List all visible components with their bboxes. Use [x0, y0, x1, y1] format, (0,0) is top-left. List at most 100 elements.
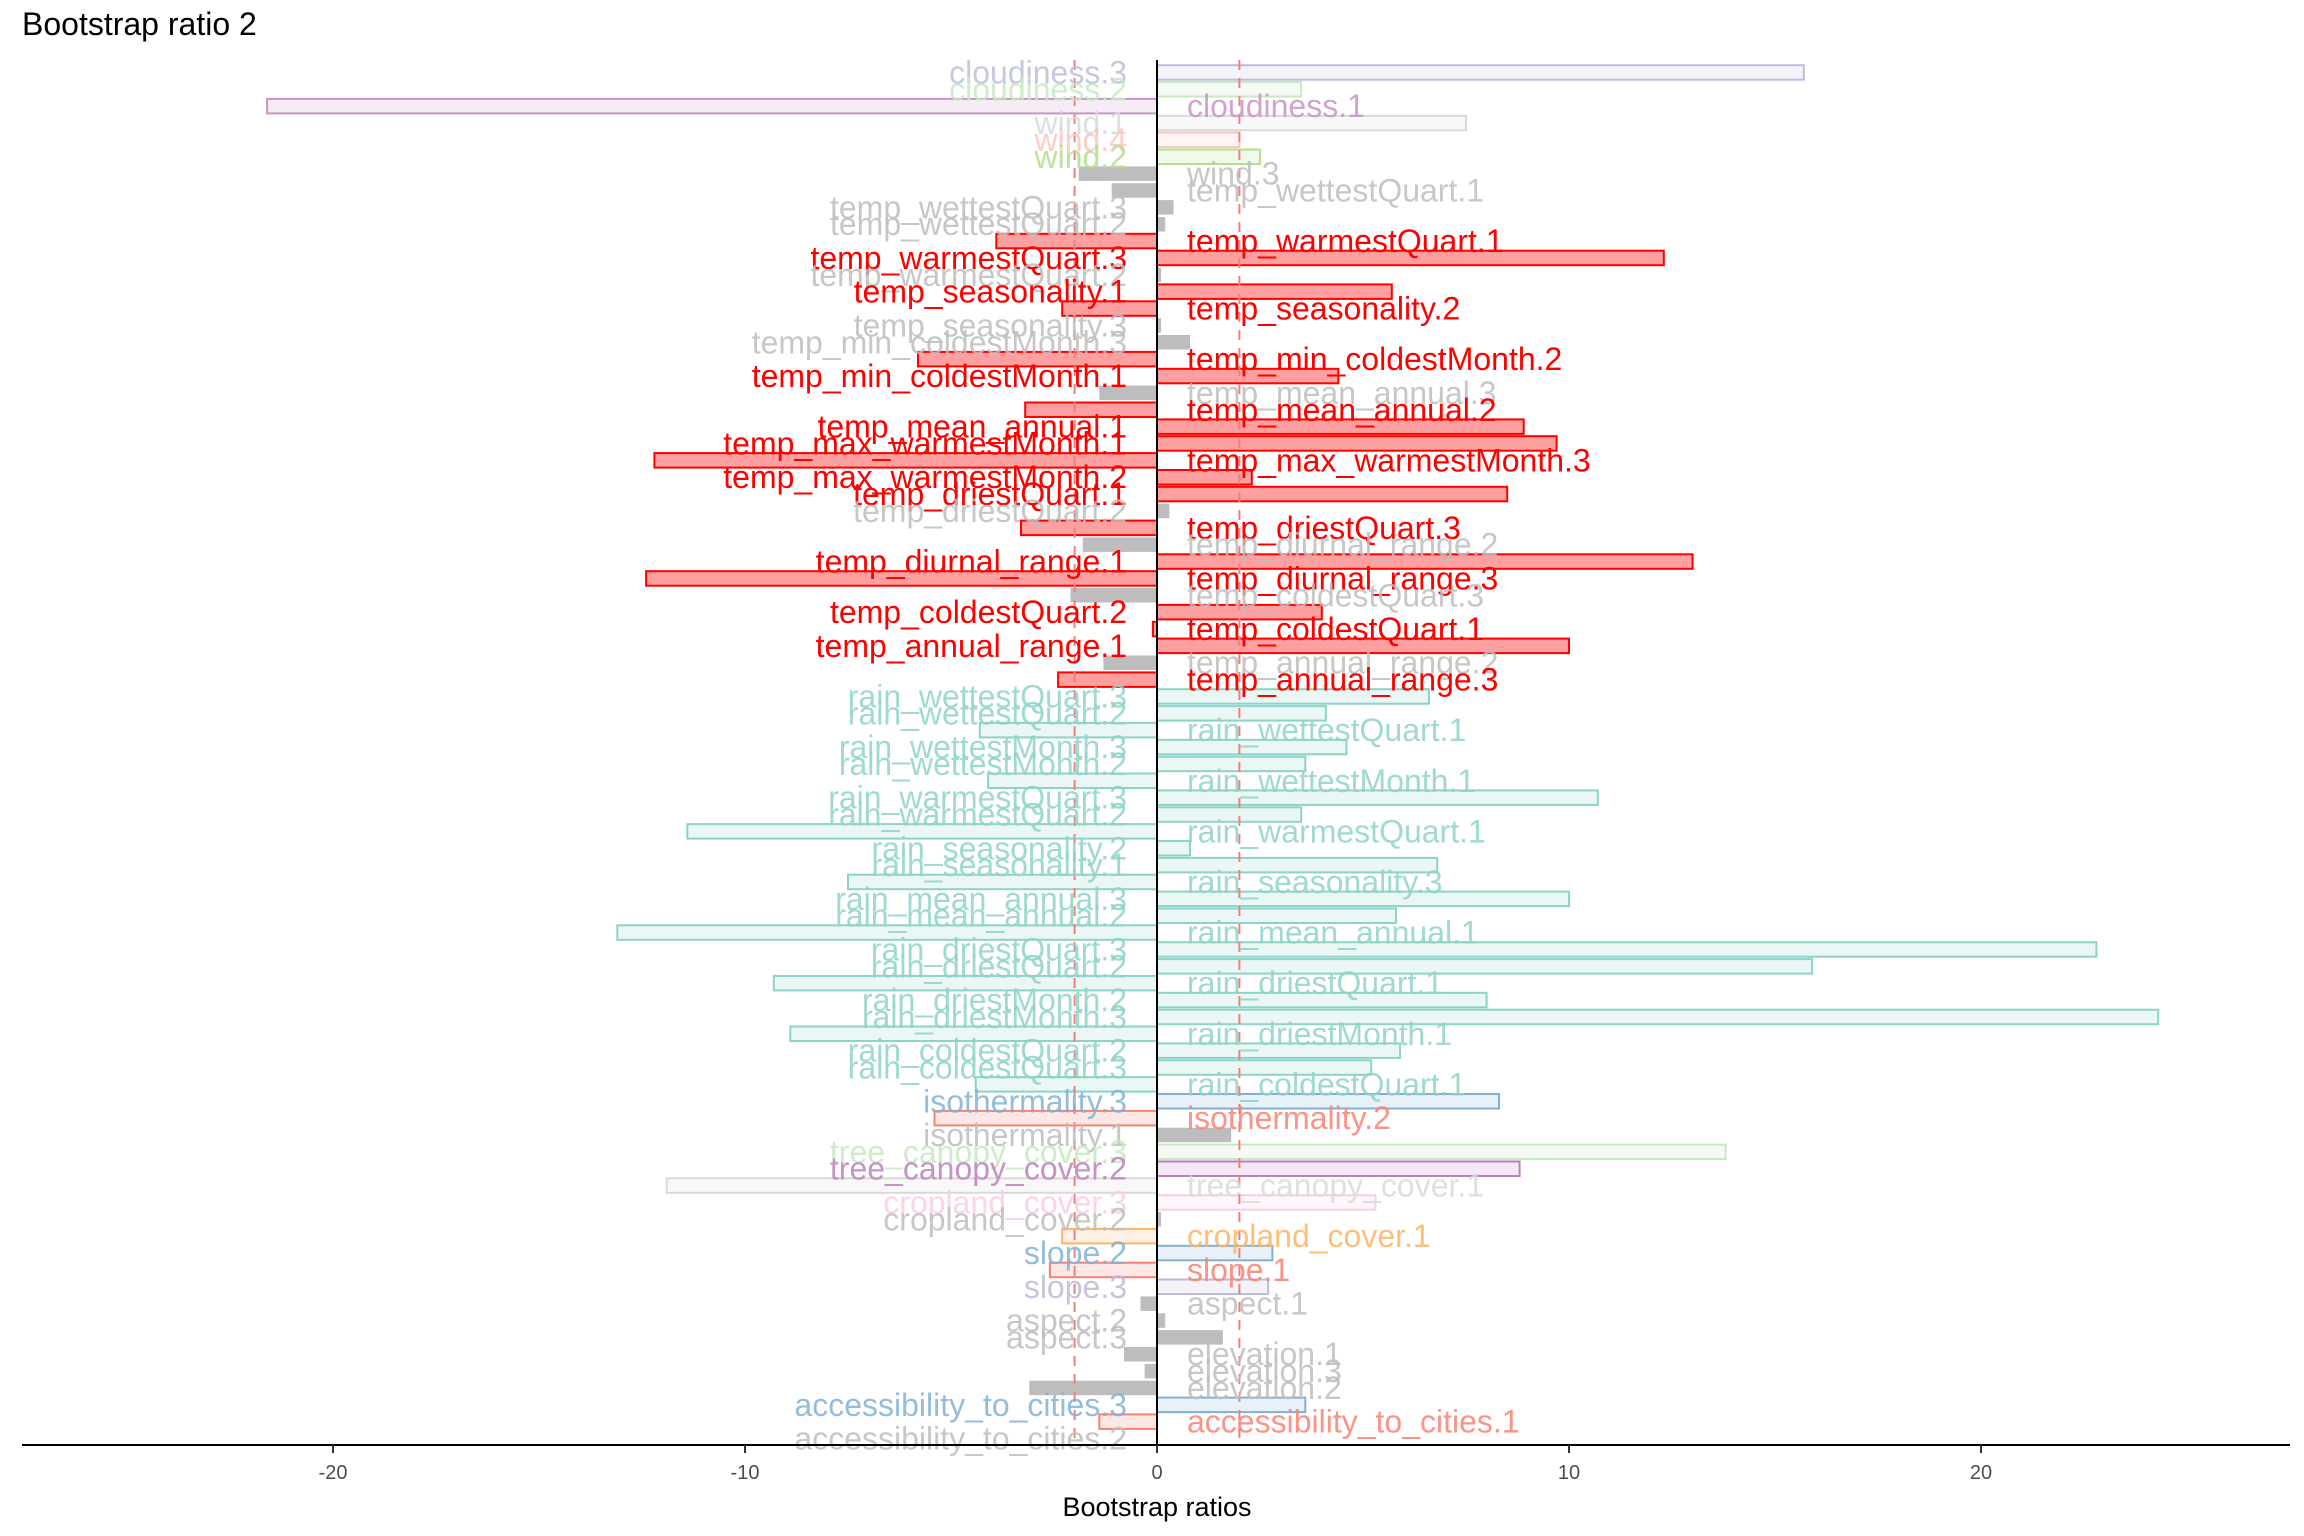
bar-label-rain_wettestQuart.1: rain_wettestQuart.1 [1187, 712, 1466, 748]
bar-label-tree_canopy_cover.1: tree_canopy_cover.1 [1187, 1168, 1484, 1204]
bar-label-temp_seasonality.2: temp_seasonality.2 [1187, 291, 1460, 327]
bar-label-wind.2: wind.2 [1034, 139, 1128, 175]
bar-cloudiness.3 [1156, 64, 1805, 81]
bar-label-aspect.1: aspect.1 [1187, 1286, 1308, 1322]
bar-label-temp_annual_range.2: temp_annual_range.2 [1187, 645, 1498, 681]
bar-label-isothermality.2: isothermality.2 [1187, 1100, 1391, 1136]
bar-label-rain_wettestQuart.2: rain_wettestQuart.2 [848, 695, 1127, 731]
x-tick-label: 20 [1970, 1462, 1992, 1484]
bar-label-cloudiness.2: cloudiness.2 [949, 71, 1127, 107]
bar-label-temp_wettestQuart.1: temp_wettestQuart.1 [1187, 173, 1484, 209]
bar-label-temp_min_coldestMonth.1: temp_min_coldestMonth.1 [752, 358, 1127, 394]
bar-label-rain_coldestQuart.1: rain_coldestQuart.1 [1187, 1066, 1466, 1102]
bar-label-temp_wettestQuart.3: temp_wettestQuart.3 [830, 189, 1127, 225]
bar-label-elevation.3: elevation.3 [1187, 1353, 1342, 1389]
bar-label-cropland_cover.2: cropland_cover.2 [883, 1201, 1127, 1237]
bar-label-rain_mean_annual.3: rain_mean_annual.3 [835, 881, 1127, 917]
bar-elevation.2 [1029, 1380, 1157, 1396]
bar-label-rain_mean_annual.2: rain_mean_annual.2 [835, 898, 1127, 934]
bar-label-temp_min_coldestMonth.3: temp_min_coldestMonth.3 [752, 324, 1127, 360]
bar-label-wind.1: wind.1 [1034, 105, 1128, 141]
bar-label-elevation.1: elevation.1 [1187, 1336, 1342, 1372]
bar-label-temp_coldestQuart.3: temp_coldestQuart.3 [1187, 577, 1484, 613]
bar-isothermality.1 [1157, 1127, 1232, 1143]
bar-label-temp_max_warmestMonth.2: temp_max_warmestMonth.2 [723, 459, 1127, 495]
bar-aspect.2 [1157, 1313, 1166, 1328]
bar-label-temp_max_warmestMonth.1: temp_max_warmestMonth.1 [723, 426, 1127, 462]
bar-label-rain_seasonality.2: rain_seasonality.2 [871, 830, 1127, 866]
bar-label-tree_canopy_cover.2: tree_canopy_cover.2 [830, 1151, 1127, 1187]
bar-temp_coldestQuart.3 [1070, 588, 1157, 603]
chart-title: Bootstrap ratio 2 [22, 6, 257, 42]
bar-label-accessibility_to_cities.1: accessibility_to_cities.1 [1187, 1404, 1520, 1440]
bar-label-rain_mean_annual.1: rain_mean_annual.1 [1187, 915, 1479, 951]
bar-label-temp_seasonality.1: temp_seasonality.1 [854, 274, 1127, 310]
bar-label-temp_coldestQuart.1: temp_coldestQuart.1 [1187, 611, 1484, 647]
bar-label-cropland_cover.1: cropland_cover.1 [1187, 1218, 1431, 1254]
bar-wind.3 [1078, 166, 1157, 181]
bar-elevation.3 [1144, 1363, 1157, 1379]
bar-label-temp_diurnal_range.1: temp_diurnal_range.1 [816, 544, 1127, 580]
bar-label-temp_driestQuart.2: temp_driestQuart.2 [853, 493, 1127, 529]
bar-label-temp_max_warmestMonth.3: temp_max_warmestMonth.3 [1187, 442, 1591, 478]
bar-label-wind.3: wind.3 [1186, 156, 1280, 192]
bar-aspect.3 [1157, 1330, 1223, 1345]
bar-label-rain_coldestQuart.2: rain_coldestQuart.2 [848, 1033, 1127, 1069]
bar-label-rain_coldestQuart.3: rain_coldestQuart.3 [848, 1050, 1127, 1086]
bar-temp_wettestQuart.2 [1157, 217, 1166, 232]
bar-temp_driestQuart.2 [1157, 503, 1170, 519]
bar-label-rain_driestMonth.2: rain_driestMonth.2 [862, 982, 1127, 1018]
bar-label-temp_warmestQuart.1: temp_warmestQuart.1 [1187, 223, 1504, 259]
bar-label-temp_driestQuart.1: temp_driestQuart.1 [853, 476, 1127, 512]
bar-label-rain_driestQuart.1: rain_driestQuart.1 [1187, 965, 1443, 1001]
bar-label-rain_wettestMonth.2: rain_wettestMonth.2 [839, 746, 1127, 782]
x-axis-label: Bootstrap ratios [1062, 1492, 1251, 1522]
bar-label-slope.1: slope.1 [1187, 1252, 1290, 1288]
bar-label-temp_warmestQuart.3: temp_warmestQuart.3 [810, 240, 1127, 276]
x-tick-label: 0 [1151, 1462, 1162, 1484]
bar-label-rain_driestQuart.3: rain_driestQuart.3 [871, 932, 1127, 968]
bar-label-temp_driestQuart.3: temp_driestQuart.3 [1187, 510, 1461, 546]
bar-tree_canopy_cover.3 [1156, 1143, 1727, 1161]
bar-aspect.1 [1140, 1296, 1157, 1311]
bar-label-temp_diurnal_range.3: temp_diurnal_range.3 [1187, 560, 1498, 596]
bar-label-rain_wettestQuart.3: rain_wettestQuart.3 [848, 679, 1127, 715]
bar-label-temp_annual_range.3: temp_annual_range.3 [1187, 662, 1498, 698]
bar-label-aspect.2: aspect.2 [1006, 1303, 1127, 1339]
bar-temp_warmestQuart.2 [1157, 267, 1162, 283]
bar-temp_mean_annual.3 [1099, 385, 1157, 401]
bar-elevation.1 [1124, 1347, 1157, 1362]
bar-label-temp_wettestQuart.2: temp_wettestQuart.2 [830, 206, 1127, 242]
bar-label-temp_seasonality.3: temp_seasonality.3 [854, 307, 1127, 343]
bar-label-wind.4: wind.4 [1034, 122, 1128, 158]
bar-label-rain_driestMonth.1: rain_driestMonth.1 [1187, 1016, 1452, 1052]
bar-label-rain_warmestQuart.3: rain_warmestQuart.3 [828, 780, 1127, 816]
bar-label-aspect.3: aspect.3 [1006, 1319, 1127, 1355]
bar-label-temp_mean_annual.1: temp_mean_annual.1 [817, 409, 1127, 445]
bar-temp_diurnal_range.2 [1082, 537, 1157, 552]
bar-label-cloudiness.1: cloudiness.1 [1187, 88, 1365, 124]
bar-cropland_cover.2 [1157, 1212, 1162, 1227]
bar-temp_wettestQuart.3 [1157, 200, 1174, 215]
bar-label-isothermality.3: isothermality.3 [923, 1083, 1127, 1119]
bar-label-temp_mean_annual.3: temp_mean_annual.3 [1187, 375, 1497, 411]
bar-label-rain_seasonality.3: rain_seasonality.3 [1187, 864, 1443, 900]
bar-label-accessibility_to_cities.2: accessibility_to_cities.2 [794, 1421, 1127, 1457]
bar-label-temp_mean_annual.2: temp_mean_annual.2 [1187, 392, 1497, 428]
bar-temp_wettestQuart.1 [1111, 183, 1157, 198]
bar-temp_seasonality.3 [1157, 318, 1162, 333]
bar-label-temp_min_coldestMonth.2: temp_min_coldestMonth.2 [1187, 341, 1562, 377]
bar-label-accessibility_to_cities.3: accessibility_to_cities.3 [794, 1387, 1127, 1423]
bar-label-rain_driestMonth.3: rain_driestMonth.3 [862, 999, 1127, 1035]
bar-label-cloudiness.3: cloudiness.3 [949, 54, 1127, 90]
bar-label-rain_warmestQuart.2: rain_warmestQuart.2 [828, 797, 1127, 833]
bar-label-rain_wettestMonth.3: rain_wettestMonth.3 [839, 729, 1127, 765]
bar-label-temp_diurnal_range.2: temp_diurnal_range.2 [1187, 527, 1498, 563]
x-tick-label: -10 [731, 1462, 760, 1484]
bar-label-temp_coldestQuart.2: temp_coldestQuart.2 [830, 594, 1127, 630]
bar-label-rain_seasonality.1: rain_seasonality.1 [871, 847, 1127, 883]
bar-label-rain_warmestQuart.1: rain_warmestQuart.1 [1187, 813, 1486, 849]
bar-label-isothermality.1: isothermality.1 [923, 1117, 1127, 1153]
